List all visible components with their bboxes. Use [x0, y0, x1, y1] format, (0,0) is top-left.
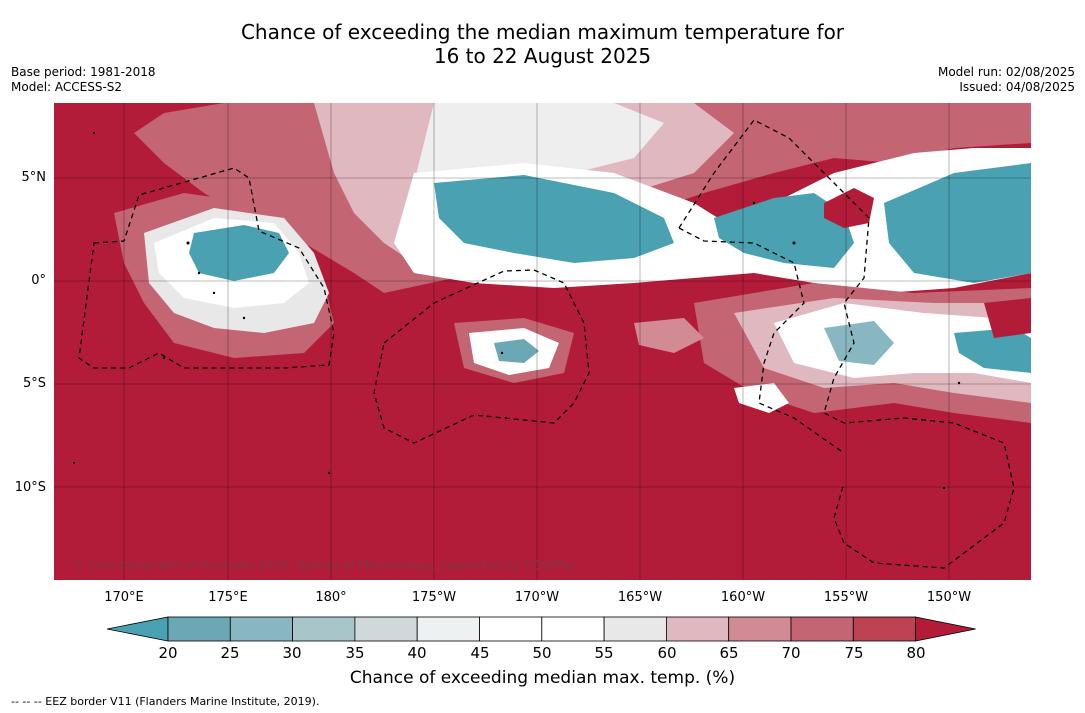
colorbar-tick-80: 80	[906, 644, 926, 662]
colorbar-tick-60: 60	[657, 644, 677, 662]
lon-label-165w: 165°W	[617, 590, 663, 605]
base-period: Base period: 1981-2018	[11, 65, 156, 79]
colorbar-tick-45: 45	[470, 644, 490, 662]
colorbar-tick-75: 75	[844, 644, 864, 662]
chart-title: Chance of exceeding the median maximum t…	[0, 20, 1085, 68]
colorbar-segment	[479, 616, 543, 642]
chart-title-line1: Chance of exceeding the median maximum t…	[240, 20, 845, 44]
lon-label-175w: 175°W	[411, 590, 457, 605]
islands	[72, 131, 961, 490]
colorbar-tick-55: 55	[594, 644, 614, 662]
colorbar-tick-30: 30	[282, 644, 302, 662]
colorbar-tick-25: 25	[220, 644, 240, 662]
colorbar-segment	[292, 616, 356, 642]
band-blue-north3	[884, 163, 1031, 283]
colorbar-tick-20: 20	[158, 644, 178, 662]
band-blue-north2	[714, 193, 854, 268]
band-blue-north1	[434, 175, 674, 263]
colorbar-extend-low	[107, 616, 169, 642]
east-blue2	[954, 328, 1031, 373]
lon-label-155w: 155°W	[823, 590, 869, 605]
colorbar-tick-50: 50	[532, 644, 552, 662]
north-band	[134, 103, 1031, 293]
colorbar-segment	[416, 616, 480, 642]
meta-left: Base period: 1981-2018 Model: ACCESS-S2	[11, 65, 156, 95]
colorbar-segment	[666, 616, 730, 642]
lon-label-175e: 175°E	[208, 590, 248, 605]
east-white	[774, 303, 1031, 383]
colorbar-segment	[354, 616, 418, 642]
model-name: Model: ACCESS-S2	[11, 80, 123, 94]
small-white-blob	[734, 383, 789, 413]
forecast-map	[54, 103, 1031, 580]
west-blue	[189, 225, 289, 281]
model-run: Model run: 02/08/2025	[937, 65, 1075, 79]
eez-mid	[678, 227, 845, 454]
copyright-notice: © Commonwealth of Australia 2025, Bureau…	[72, 558, 578, 572]
lon-label-180: 180°	[315, 590, 347, 605]
colorbar-tick-35: 35	[345, 644, 365, 662]
colorbar-extend-high	[915, 616, 976, 642]
colorbar-segment	[728, 616, 792, 642]
colorbar-segments	[107, 616, 976, 642]
eez-borders	[78, 119, 1015, 569]
colorbar-segment	[167, 616, 231, 642]
graticule	[54, 103, 1031, 580]
chart-title-line2: 16 to 22 August 2025	[433, 44, 652, 68]
issued-date: Issued: 04/08/2025	[959, 80, 1075, 94]
lon-label-170e: 170°E	[104, 590, 144, 605]
colorbar	[107, 616, 976, 642]
small-shade-blob	[634, 318, 704, 353]
east-blue1	[824, 321, 894, 365]
lat-label-5n: 5°N	[21, 170, 47, 185]
eez-north-east	[678, 119, 1015, 569]
lon-label-150w: 150°W	[926, 590, 972, 605]
south-patches	[454, 283, 1031, 423]
colorbar-segment	[790, 616, 854, 642]
meta-right: Model run: 02/08/2025 Issued: 04/08/2025	[938, 65, 1075, 95]
south-blue	[494, 339, 539, 363]
east-red-hole	[984, 298, 1031, 338]
band-red-north-blob	[824, 188, 874, 228]
lat-label-10s: 10°S	[14, 480, 46, 495]
colorbar-tick-70: 70	[781, 644, 801, 662]
colorbar-tick-40: 40	[407, 644, 427, 662]
eez-west	[78, 167, 335, 369]
west-blob	[114, 193, 334, 358]
colorbar-label: Chance of exceeding median max. temp. (%…	[349, 668, 736, 688]
lon-label-170w: 170°W	[514, 590, 560, 605]
eez-south-central	[373, 269, 590, 444]
lat-label-0: 0°	[31, 273, 46, 288]
colorbar-segment	[852, 616, 916, 642]
colorbar-tick-65: 65	[719, 644, 739, 662]
lat-label-5s: 5°S	[22, 376, 46, 391]
colorbar-segment	[541, 616, 605, 642]
eez-footnote: -- -- -- EEZ border V11 (Flanders Marine…	[11, 695, 320, 708]
lon-label-160w: 160°W	[720, 590, 766, 605]
colorbar-segment	[603, 616, 667, 642]
colorbar-segment	[229, 616, 294, 642]
